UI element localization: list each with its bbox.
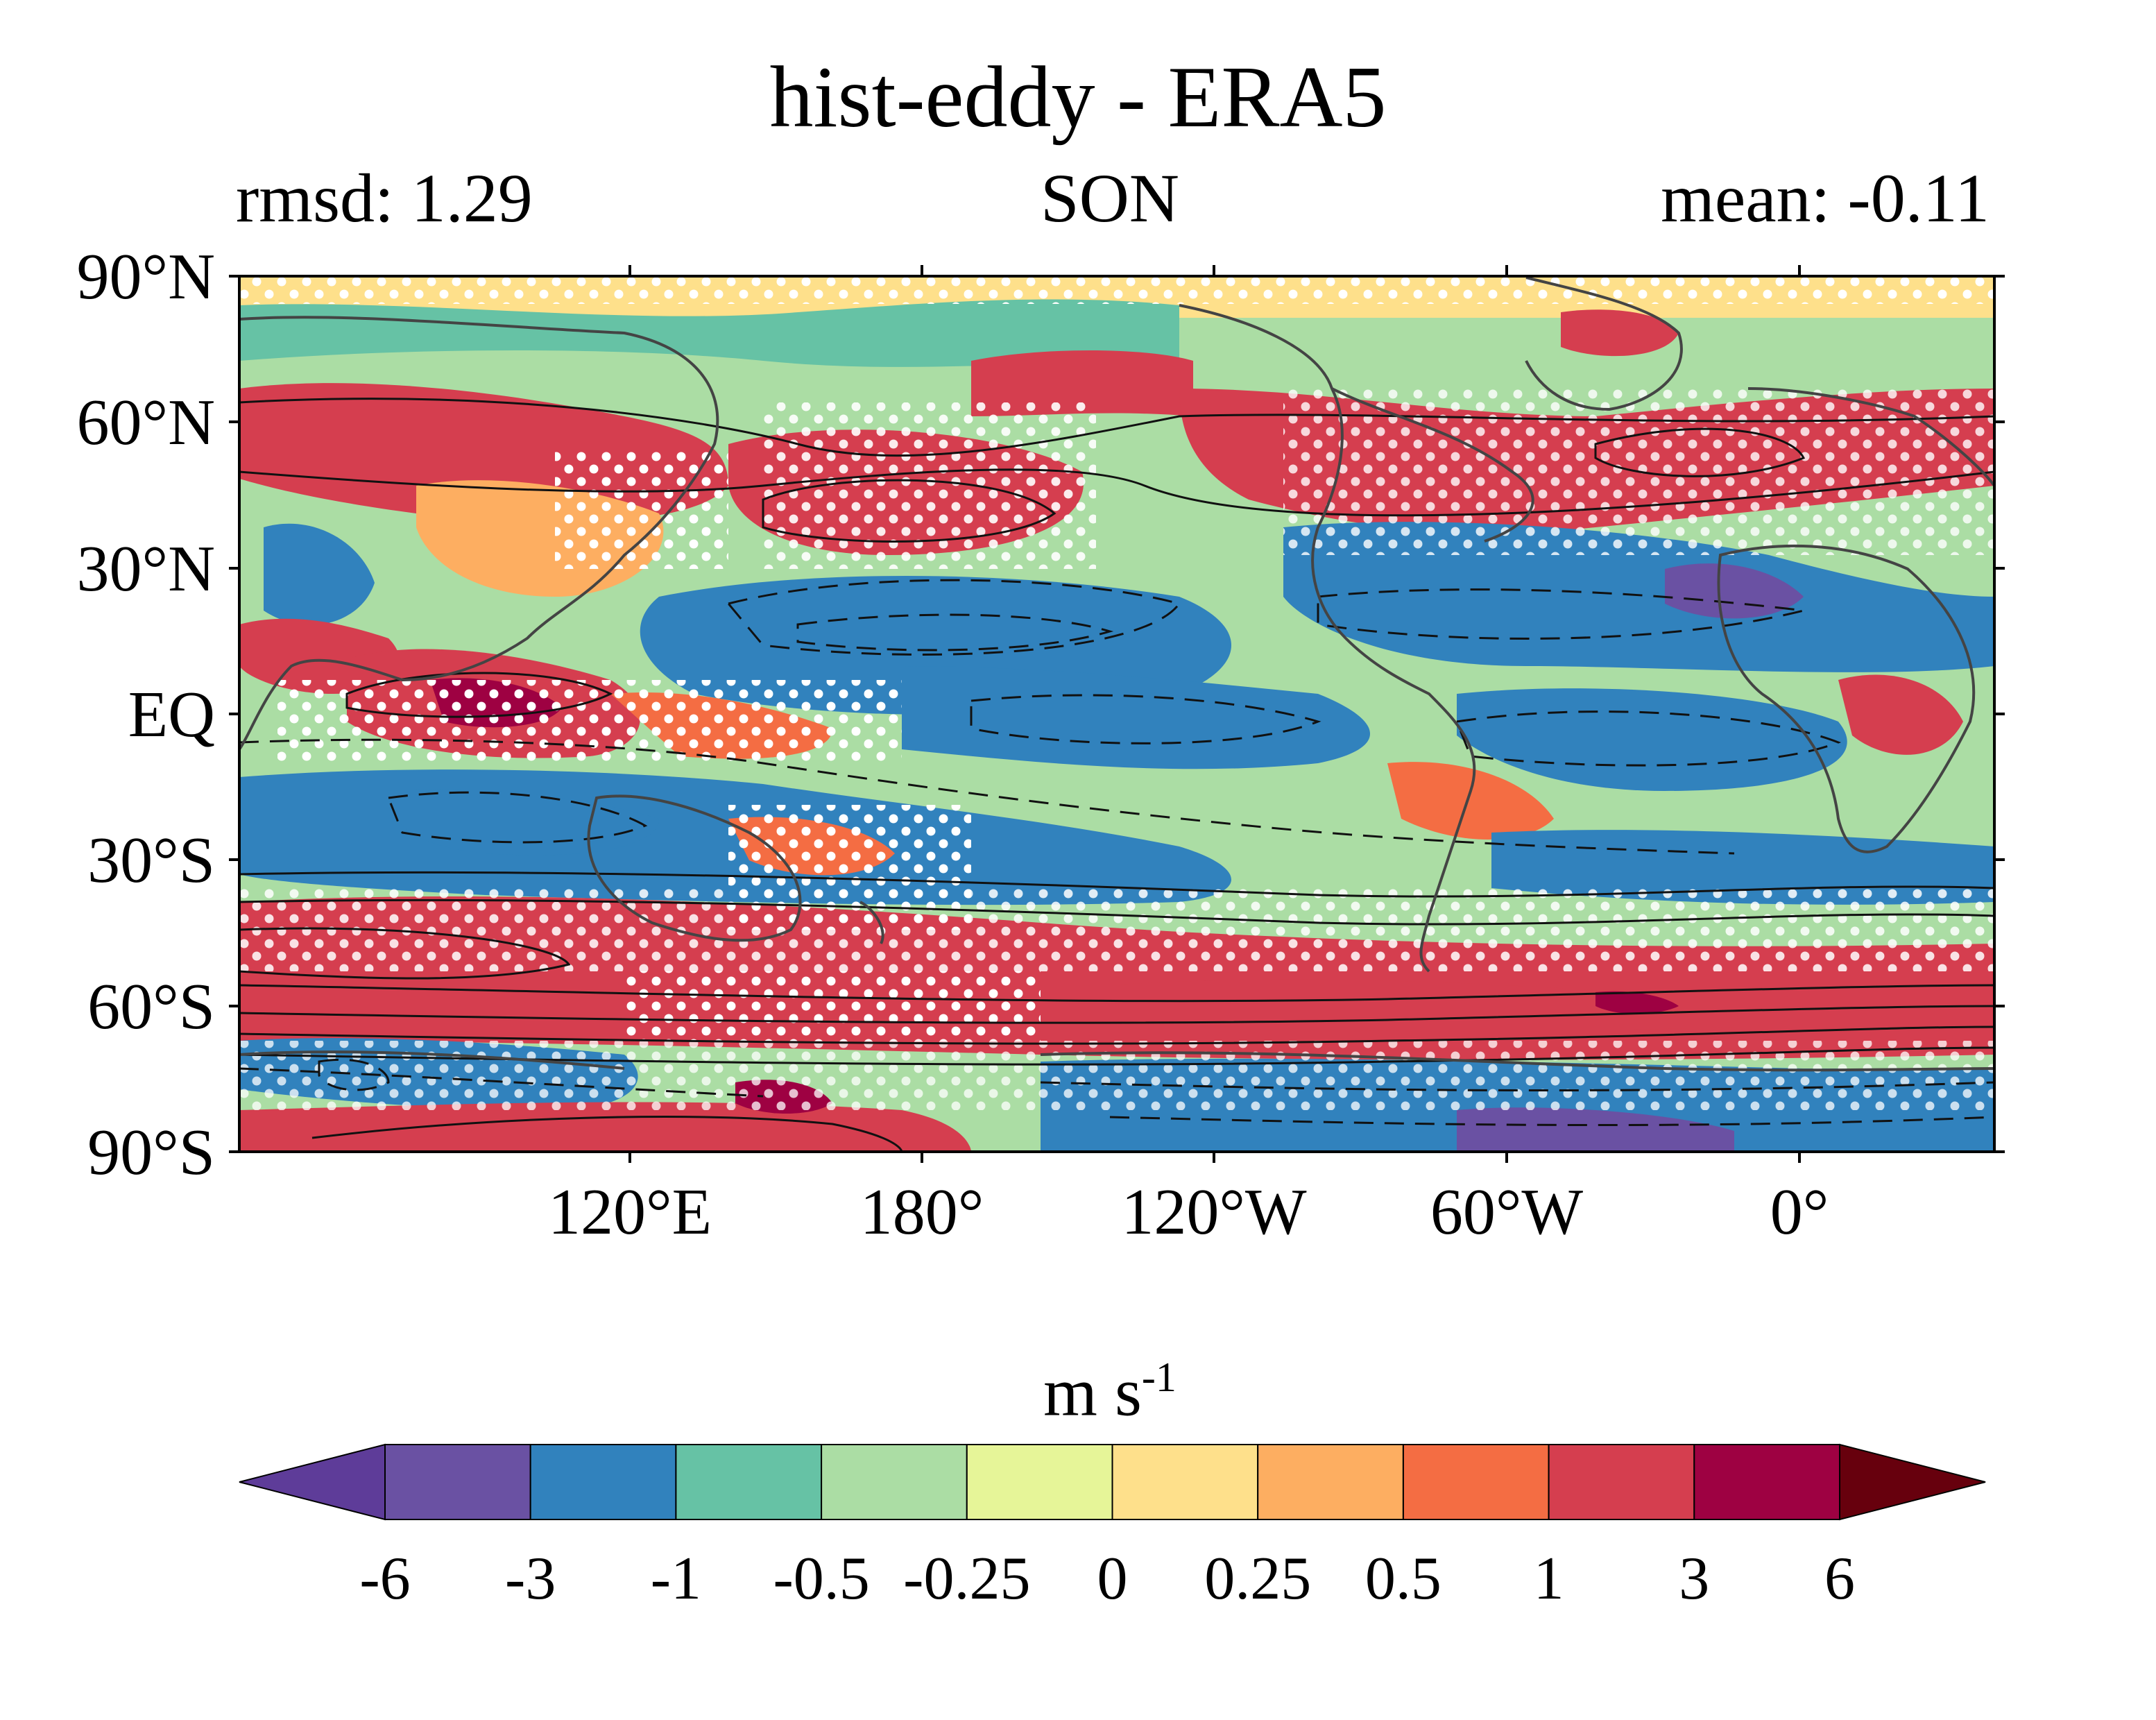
mean-label: mean: -0.11 [1661, 160, 1990, 237]
colorbar-segment [529, 1444, 677, 1520]
colorbar-tick-label: 0.25 [1204, 1545, 1312, 1612]
colorbar-tick-label: -0.25 [903, 1545, 1031, 1612]
colorbar-segment [966, 1444, 1113, 1520]
colorbar-extend-high [1839, 1443, 1986, 1521]
colorbar-tick-label: 1 [1533, 1545, 1564, 1612]
lat-label-30n: 30°N [76, 533, 215, 605]
lat-label-eq: EQ [128, 679, 215, 751]
colorbar-segment [1257, 1444, 1404, 1520]
coastlines [239, 276, 1994, 1072]
lat-label-30s: 30°S [87, 824, 215, 896]
colorbar-units: m s-1 [1043, 1356, 1177, 1427]
colorbar-tick-label: 0 [1097, 1545, 1128, 1612]
season-label: SON [1040, 160, 1180, 237]
colorbar-extend-low [239, 1443, 386, 1521]
lon-label-120e: 120°E [547, 1176, 712, 1248]
colorbar-segment [1693, 1444, 1841, 1520]
lon-label-120w: 120°W [1121, 1176, 1307, 1248]
colorbar-segment [384, 1444, 531, 1520]
lat-label-60s: 60°S [87, 971, 215, 1043]
lat-label-90n: 90°N [76, 241, 215, 313]
lon-label-180: 180° [859, 1176, 984, 1248]
rmsd-label: rmsd: 1.29 [236, 160, 533, 237]
colorbar-segment [675, 1444, 823, 1520]
contour-lines [239, 398, 1994, 1152]
colorbar-tick-label: 0.5 [1364, 1545, 1441, 1612]
units-exponent: -1 [1141, 1354, 1177, 1400]
colorbar-segment [1111, 1444, 1259, 1520]
lat-label-60n: 60°N [76, 386, 215, 459]
colorbar-tick-label: -6 [359, 1545, 411, 1612]
colorbar-segments [239, 1443, 1986, 1521]
colorbar-tick-label: 6 [1824, 1545, 1855, 1612]
plot-title: hist-eddy - ERA5 [769, 49, 1387, 146]
lon-label-60w: 60°W [1430, 1176, 1584, 1248]
map-field [239, 276, 1994, 1152]
lon-label-0: 0° [1770, 1176, 1829, 1248]
lat-label-90s: 90°S [87, 1116, 215, 1189]
axis-ticks [229, 265, 2005, 1163]
dashed-contours [239, 579, 1994, 1127]
colorbar-tick-label: -0.5 [773, 1545, 870, 1612]
colorbar-segment [1402, 1444, 1550, 1520]
colorbar-segment [1548, 1444, 1695, 1520]
colorbar-tick-label: -3 [505, 1545, 556, 1612]
colorbar-tick-label: 3 [1679, 1545, 1710, 1612]
colorbar-tick-label: -1 [650, 1545, 702, 1612]
units-base: m s [1043, 1353, 1142, 1431]
colorbar-segment [821, 1444, 968, 1520]
